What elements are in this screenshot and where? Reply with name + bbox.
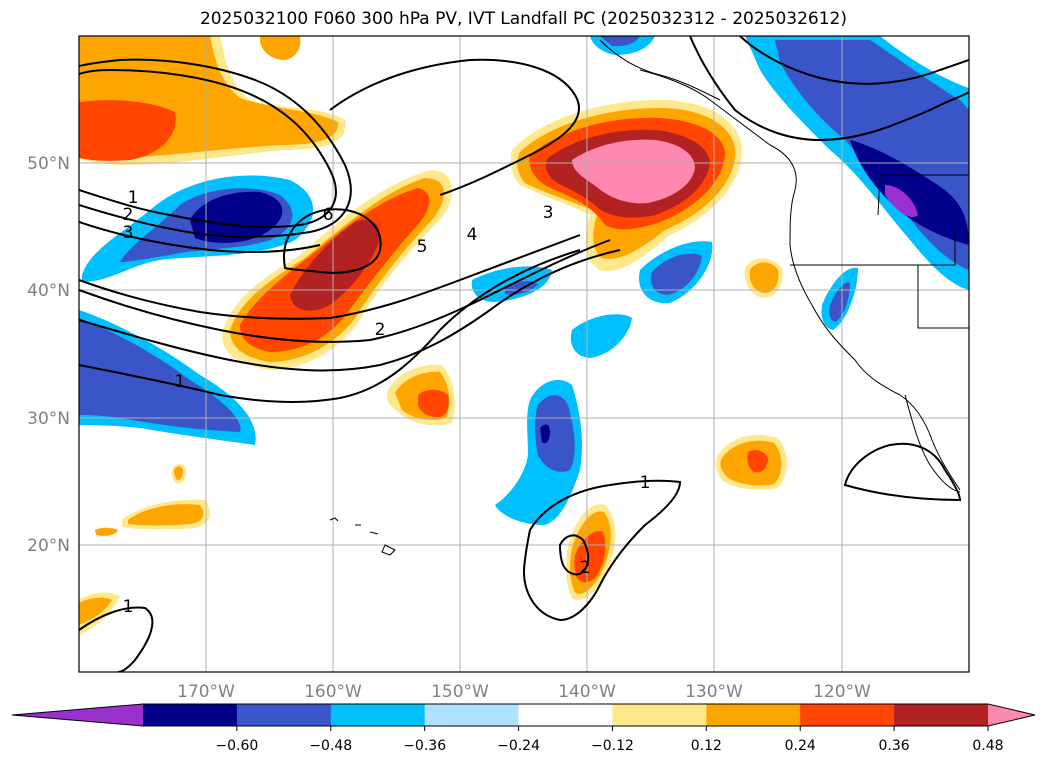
contour-label: 2 [375, 320, 386, 340]
lat-label: 50°N [27, 154, 70, 174]
colorbar-tick-label: −0.36 [403, 738, 446, 754]
colorbar-segment [612, 704, 707, 726]
latitude-labels: 50°N 40°N 30°N 20°N [27, 154, 70, 556]
contour-label: 2 [123, 205, 134, 225]
colorbar-segment [424, 704, 520, 726]
lon-label: 140°W [558, 682, 616, 702]
lon-label: 130°W [685, 682, 743, 702]
contour-label: 4 [467, 225, 478, 245]
colorbar-tick-label: −0.60 [215, 738, 258, 754]
colorbar-segment [330, 704, 426, 726]
colorbar-segment [143, 704, 238, 726]
lat-label: 20°N [27, 536, 70, 556]
colorbar-tick-label: −0.12 [591, 738, 634, 754]
positive-anomaly-fills [79, 36, 787, 635]
lon-label: 120°W [813, 682, 871, 702]
contour-label: 1 [175, 372, 186, 392]
contour-label: 2 [580, 558, 591, 578]
contour-label: 6 [323, 205, 334, 225]
contour-label: 1 [640, 473, 651, 493]
lon-label: 170°W [177, 682, 235, 702]
colorbar-segment [518, 704, 613, 726]
ivt-contours [79, 36, 969, 672]
colorbar-segment [800, 704, 895, 726]
colorbar-tick-label: 0.36 [879, 738, 910, 754]
colorbar-extend-min [12, 704, 143, 726]
colorbar-tick-label: 0.48 [972, 738, 1003, 754]
contour-label: 1 [128, 188, 139, 208]
colorbar-segment [894, 704, 989, 726]
gridlines [79, 36, 969, 672]
colorbar-tick-label: −0.48 [309, 738, 352, 754]
contour-label: 1 [123, 597, 134, 617]
map-area [79, 36, 969, 672]
colorbar-extend-max [988, 704, 1035, 726]
colorbar-segment [706, 704, 801, 726]
colorbar-segment [236, 704, 332, 726]
coastlines [329, 39, 969, 556]
contour-label-group: 1 2 3 6 5 4 3 2 1 1 2 1 [123, 188, 651, 617]
colorbar-tick-label: −0.24 [497, 738, 540, 754]
lat-label: 40°N [27, 281, 70, 301]
lon-label: 160°W [304, 682, 362, 702]
lat-label: 30°N [27, 409, 70, 429]
contour-label: 3 [123, 223, 134, 243]
lon-label: 150°W [431, 682, 489, 702]
contour-label: 3 [543, 203, 554, 223]
chart-title: 2025032100 F060 300 hPa PV, IVT Landfall… [199, 9, 847, 29]
longitude-labels: 170°W 160°W 150°W 140°W 130°W 120°W [177, 682, 871, 702]
colorbar: −0.60 −0.48 −0.36 −0.24 −0.12 0.12 0.24 0.36 0.4… [11, 703, 1036, 754]
map-frame [78, 35, 970, 673]
colorbar-outline [11, 703, 1036, 727]
colorbar-tick-label: 0.24 [785, 738, 816, 754]
contour-label: 5 [417, 237, 428, 257]
colorbar-tick-label: 0.12 [691, 738, 722, 754]
